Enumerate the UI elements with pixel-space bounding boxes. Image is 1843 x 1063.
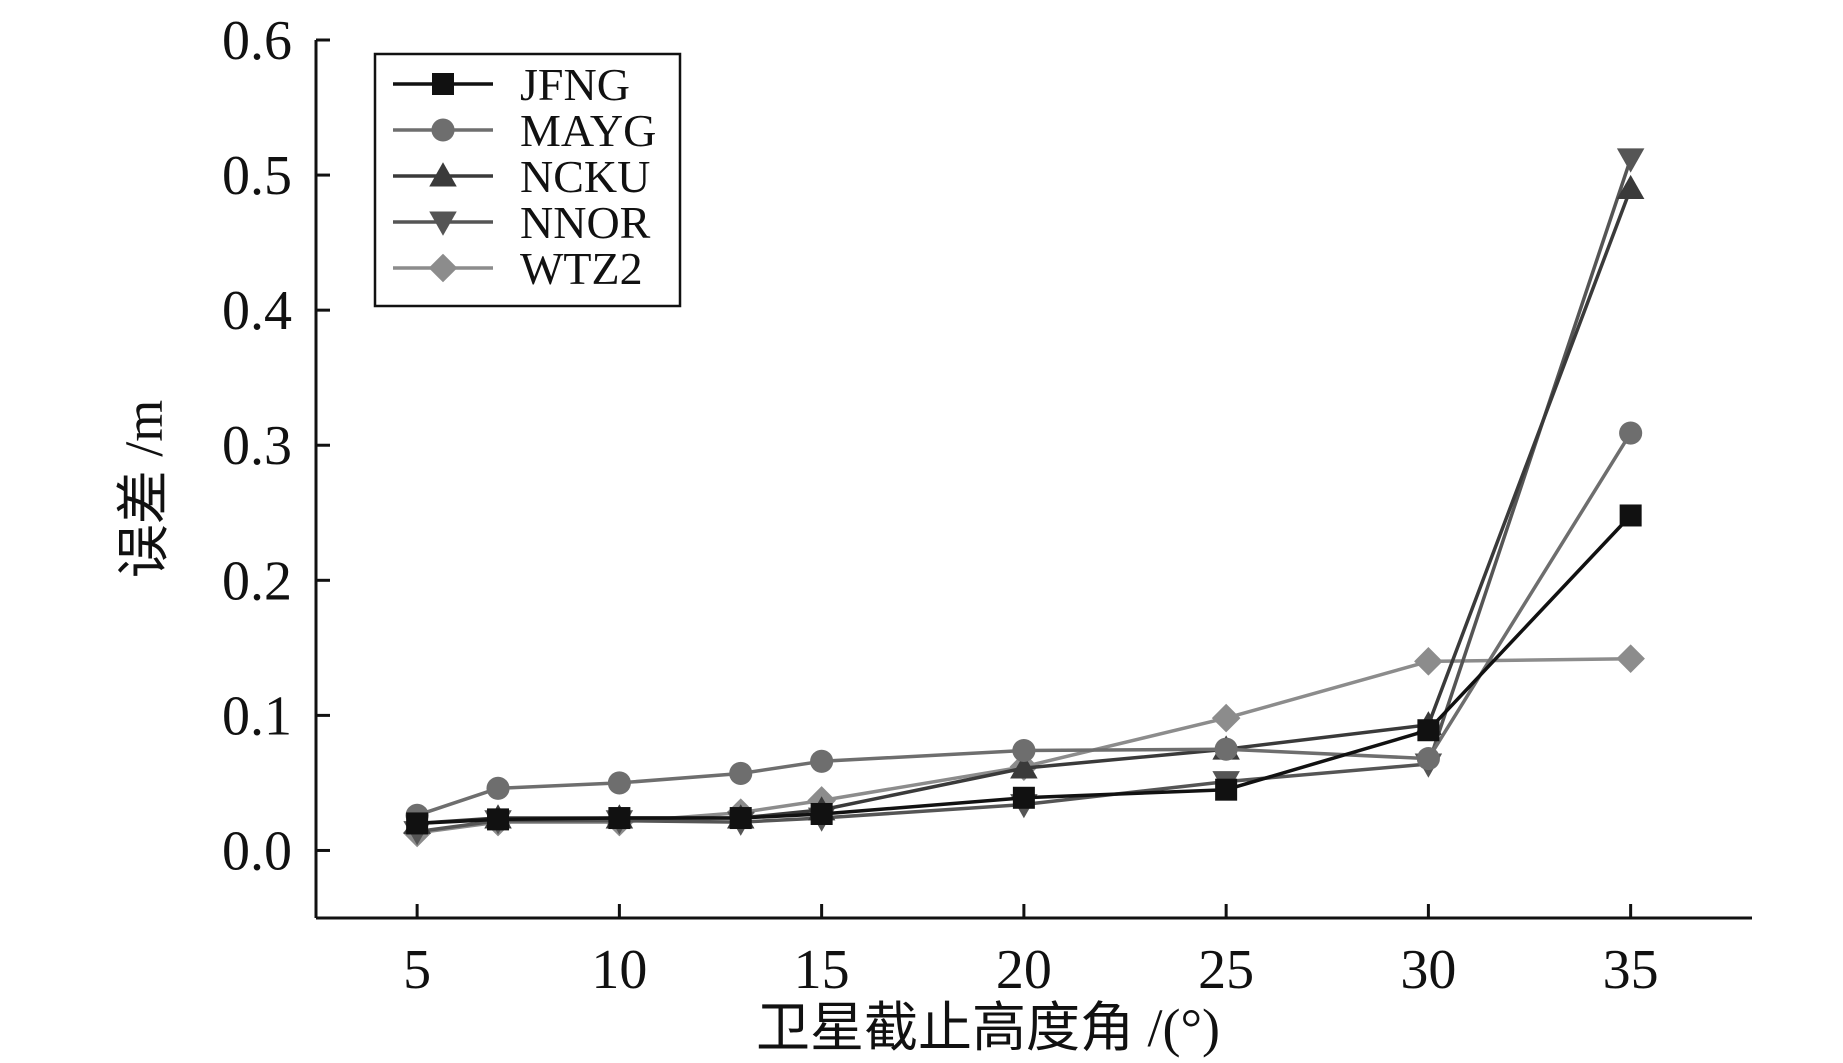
legend-marker bbox=[428, 253, 458, 283]
x-tick-label: 20 bbox=[996, 939, 1052, 1001]
data-point bbox=[1211, 703, 1241, 733]
x-tick-label: 25 bbox=[1198, 939, 1254, 1001]
x-tick-label: 10 bbox=[591, 939, 647, 1001]
legend-item: MAYG bbox=[393, 105, 656, 156]
data-point bbox=[729, 807, 752, 830]
legend-label: JFNG bbox=[520, 59, 630, 110]
x-tick-label: 35 bbox=[1603, 939, 1659, 1001]
x-tick-label: 5 bbox=[403, 939, 431, 1001]
data-point bbox=[729, 761, 753, 786]
legend-marker bbox=[432, 73, 454, 95]
legend-label: NCKU bbox=[520, 151, 650, 202]
y-tick-label: 0.0 bbox=[222, 820, 292, 882]
legend-item: NCKU bbox=[393, 151, 650, 202]
data-point bbox=[1619, 421, 1643, 445]
x-tick-label: 15 bbox=[794, 939, 850, 1001]
y-tick-label: 0.2 bbox=[222, 550, 292, 612]
legend-label: MAYG bbox=[520, 105, 656, 156]
y-axis-title: 误差 /m bbox=[114, 400, 174, 579]
data-point bbox=[406, 812, 429, 835]
data-point bbox=[1616, 644, 1645, 673]
data-point bbox=[608, 807, 631, 830]
data-point bbox=[1619, 504, 1642, 527]
data-point bbox=[1416, 747, 1440, 771]
legend-marker bbox=[429, 211, 457, 236]
plot-series bbox=[402, 148, 1645, 848]
legend-item: JFNG bbox=[393, 59, 630, 110]
data-point bbox=[1616, 148, 1645, 173]
data-point bbox=[810, 802, 833, 825]
data-point bbox=[1012, 738, 1036, 763]
y-tick-label: 0.1 bbox=[222, 685, 292, 747]
data-point bbox=[810, 749, 834, 773]
y-tick-label: 0.6 bbox=[222, 10, 292, 72]
series-jfng bbox=[406, 504, 1642, 835]
data-point bbox=[1616, 174, 1645, 200]
legend-marker bbox=[429, 162, 457, 187]
data-point bbox=[1010, 754, 1038, 779]
data-point bbox=[1417, 719, 1440, 742]
x-axis-title: 卫星截止高度角 /(°) bbox=[756, 998, 1220, 1058]
data-point bbox=[1414, 647, 1443, 676]
series-mayg bbox=[405, 421, 1643, 827]
data-point bbox=[487, 808, 510, 831]
legend-label: NNOR bbox=[520, 197, 651, 248]
data-point bbox=[607, 771, 631, 795]
y-tick-label: 0.4 bbox=[222, 280, 292, 342]
data-point bbox=[1214, 737, 1238, 761]
data-point bbox=[486, 776, 510, 800]
legend-marker bbox=[431, 118, 455, 142]
legend-item: WTZ2 bbox=[393, 243, 643, 294]
y-tick-label: 0.5 bbox=[222, 145, 292, 207]
data-point bbox=[1215, 778, 1238, 801]
data-point bbox=[1012, 786, 1035, 809]
x-tick-label: 30 bbox=[1400, 939, 1456, 1001]
axes: 5 10 15 20 25 30 35 0.0 0.1 0.2 0.3 0.4 0.5 0.6 bbox=[222, 10, 1752, 1001]
legend-label: WTZ2 bbox=[520, 243, 643, 294]
legend-item: NNOR bbox=[393, 197, 651, 248]
legend-box bbox=[373, 52, 682, 308]
y-tick-label: 0.3 bbox=[222, 415, 292, 477]
